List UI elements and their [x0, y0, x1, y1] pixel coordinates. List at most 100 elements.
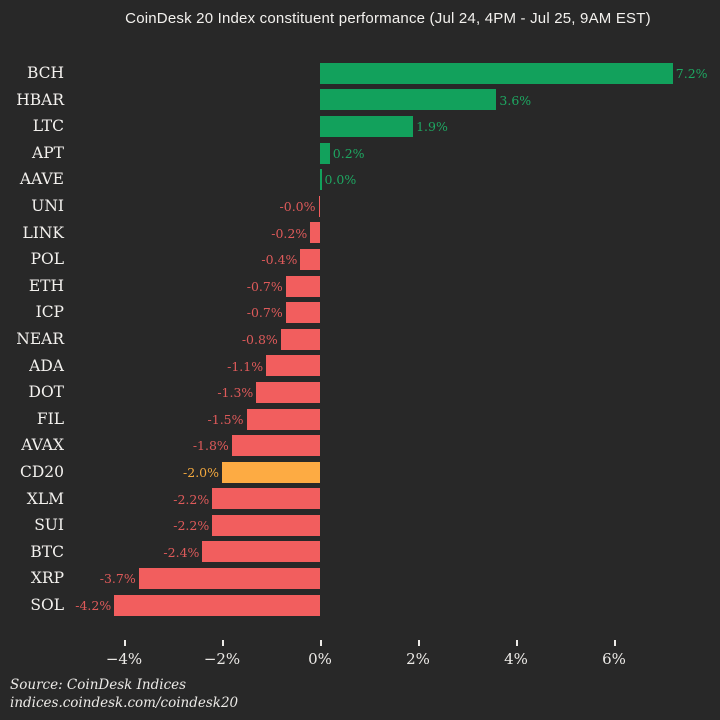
bar-row: BCH 7.2% — [0, 60, 720, 87]
bar-row: SOL -4.2% — [0, 592, 720, 619]
bar-row: LTC 1.9% — [0, 113, 720, 140]
category-label: AAVE — [19, 170, 64, 189]
value-label: 3.6% — [499, 92, 532, 108]
value-label: -2.4% — [163, 544, 200, 560]
bar-avax — [231, 435, 320, 457]
bar-pol — [300, 248, 320, 270]
x-tick-label: 6% — [602, 650, 626, 668]
bar-sol — [114, 594, 320, 616]
category-label: XLM — [26, 489, 64, 508]
category-label: BCH — [26, 64, 64, 82]
bar-near — [280, 328, 320, 350]
bar-ada — [266, 355, 320, 377]
category-label: ICP — [35, 303, 64, 322]
value-label: -4.2% — [75, 597, 112, 613]
source-line-1: Source: CoinDesk Indices — [10, 677, 187, 693]
value-label: -0.7% — [246, 278, 283, 294]
category-label: APT — [32, 143, 64, 162]
x-tick-mark — [614, 640, 616, 646]
bar-row: BTC -2.4% — [0, 539, 720, 566]
x-tick-mark — [418, 640, 420, 646]
bar-xrp — [138, 568, 320, 590]
bar-row: AAVE 0.0% — [0, 166, 720, 193]
bar-row: LINK -0.2% — [0, 220, 720, 247]
value-label: -2.0% — [183, 464, 219, 480]
x-tick-label: −2% — [203, 650, 241, 668]
bar-link — [310, 222, 320, 244]
bar-row: FIL -1.5% — [0, 406, 720, 433]
bar-row: AVAX -1.8% — [0, 432, 720, 459]
bar-row: APT 0.2% — [0, 140, 720, 167]
value-label: -1.5% — [207, 411, 244, 427]
x-tick-mark — [124, 640, 126, 646]
category-label: LINK — [22, 223, 64, 242]
category-label: BTC — [30, 542, 64, 561]
value-label: -0.0% — [279, 198, 316, 214]
category-label: LTC — [32, 117, 64, 136]
category-label: FIL — [36, 409, 64, 428]
bar-row: HBAR 3.6% — [0, 87, 720, 114]
bar-row: XRP -3.7% — [0, 565, 720, 592]
category-label: ADA — [29, 356, 64, 375]
value-label: -2.2% — [173, 518, 210, 534]
value-label: 1.9% — [416, 119, 448, 135]
value-label: 0.2% — [332, 145, 365, 161]
bar-dot — [256, 381, 320, 403]
source-line-2: indices.coindesk.com/coindesk20 — [10, 694, 239, 711]
bar-cd20 — [222, 461, 320, 483]
bar-eth — [285, 275, 320, 297]
category-label: POL — [30, 250, 64, 269]
category-label: SOL — [30, 595, 64, 614]
bar-row: ICP -0.7% — [0, 299, 720, 326]
category-label: HBAR — [16, 90, 64, 109]
bar-row: UNI -0.0% — [0, 193, 720, 220]
chart-title: CoinDesk 20 Index constituent performanc… — [125, 10, 651, 27]
value-label: -1.1% — [227, 358, 264, 374]
bar-hbar — [320, 89, 497, 111]
bar-row: POL -0.4% — [0, 246, 720, 273]
x-tick-mark — [320, 640, 322, 646]
value-label: -0.7% — [246, 305, 283, 321]
x-tick-label: 2% — [406, 650, 430, 668]
bar-bch — [320, 62, 673, 84]
category-label: CD20 — [19, 462, 64, 481]
value-label: -1.8% — [192, 438, 229, 454]
x-tick-mark — [222, 640, 224, 646]
category-label: XRP — [30, 569, 64, 588]
source-note: Source: CoinDesk Indices indices.coindes… — [10, 677, 238, 712]
bar-row: NEAR -0.8% — [0, 326, 720, 353]
category-label: UNI — [31, 196, 64, 215]
category-label: NEAR — [16, 329, 64, 348]
value-label: 0.0% — [324, 172, 357, 188]
value-label: -0.8% — [241, 331, 278, 347]
bar-icp — [285, 302, 320, 324]
x-tick-label: 0% — [308, 650, 332, 668]
bar-btc — [202, 541, 320, 563]
category-label: SUI — [34, 516, 64, 535]
category-label: DOT — [28, 383, 64, 402]
bar-row: DOT -1.3% — [0, 379, 720, 406]
bar-uni — [318, 195, 320, 217]
value-label: -2.2% — [173, 491, 210, 507]
bar-row: ETH -0.7% — [0, 273, 720, 300]
bar-row: CD20 -2.0% — [0, 459, 720, 486]
value-label: -1.3% — [217, 385, 254, 401]
value-label: -0.4% — [261, 252, 298, 268]
bar-aave — [320, 169, 322, 191]
bar-row: XLM -2.2% — [0, 486, 720, 513]
x-tick-mark — [516, 640, 518, 646]
bar-fil — [246, 408, 320, 430]
x-tick-label: 4% — [504, 650, 528, 668]
value-label: -0.2% — [271, 225, 308, 241]
bar-xlm — [212, 488, 320, 510]
x-tick-label: −4% — [105, 650, 143, 668]
bar-rows: BCH 7.2% HBAR 3.6% LTC 1.9% APT 0.2% AAVE 0.0% UNI… — [0, 60, 720, 618]
category-label: AVAX — [21, 436, 64, 455]
bar-row: ADA -1.1% — [0, 353, 720, 380]
bar-ltc — [320, 115, 414, 137]
bar-row: SUI -2.2% — [0, 512, 720, 539]
value-label: 7.2% — [675, 66, 708, 81]
category-label: ETH — [28, 276, 64, 295]
value-label: -3.7% — [99, 571, 136, 587]
